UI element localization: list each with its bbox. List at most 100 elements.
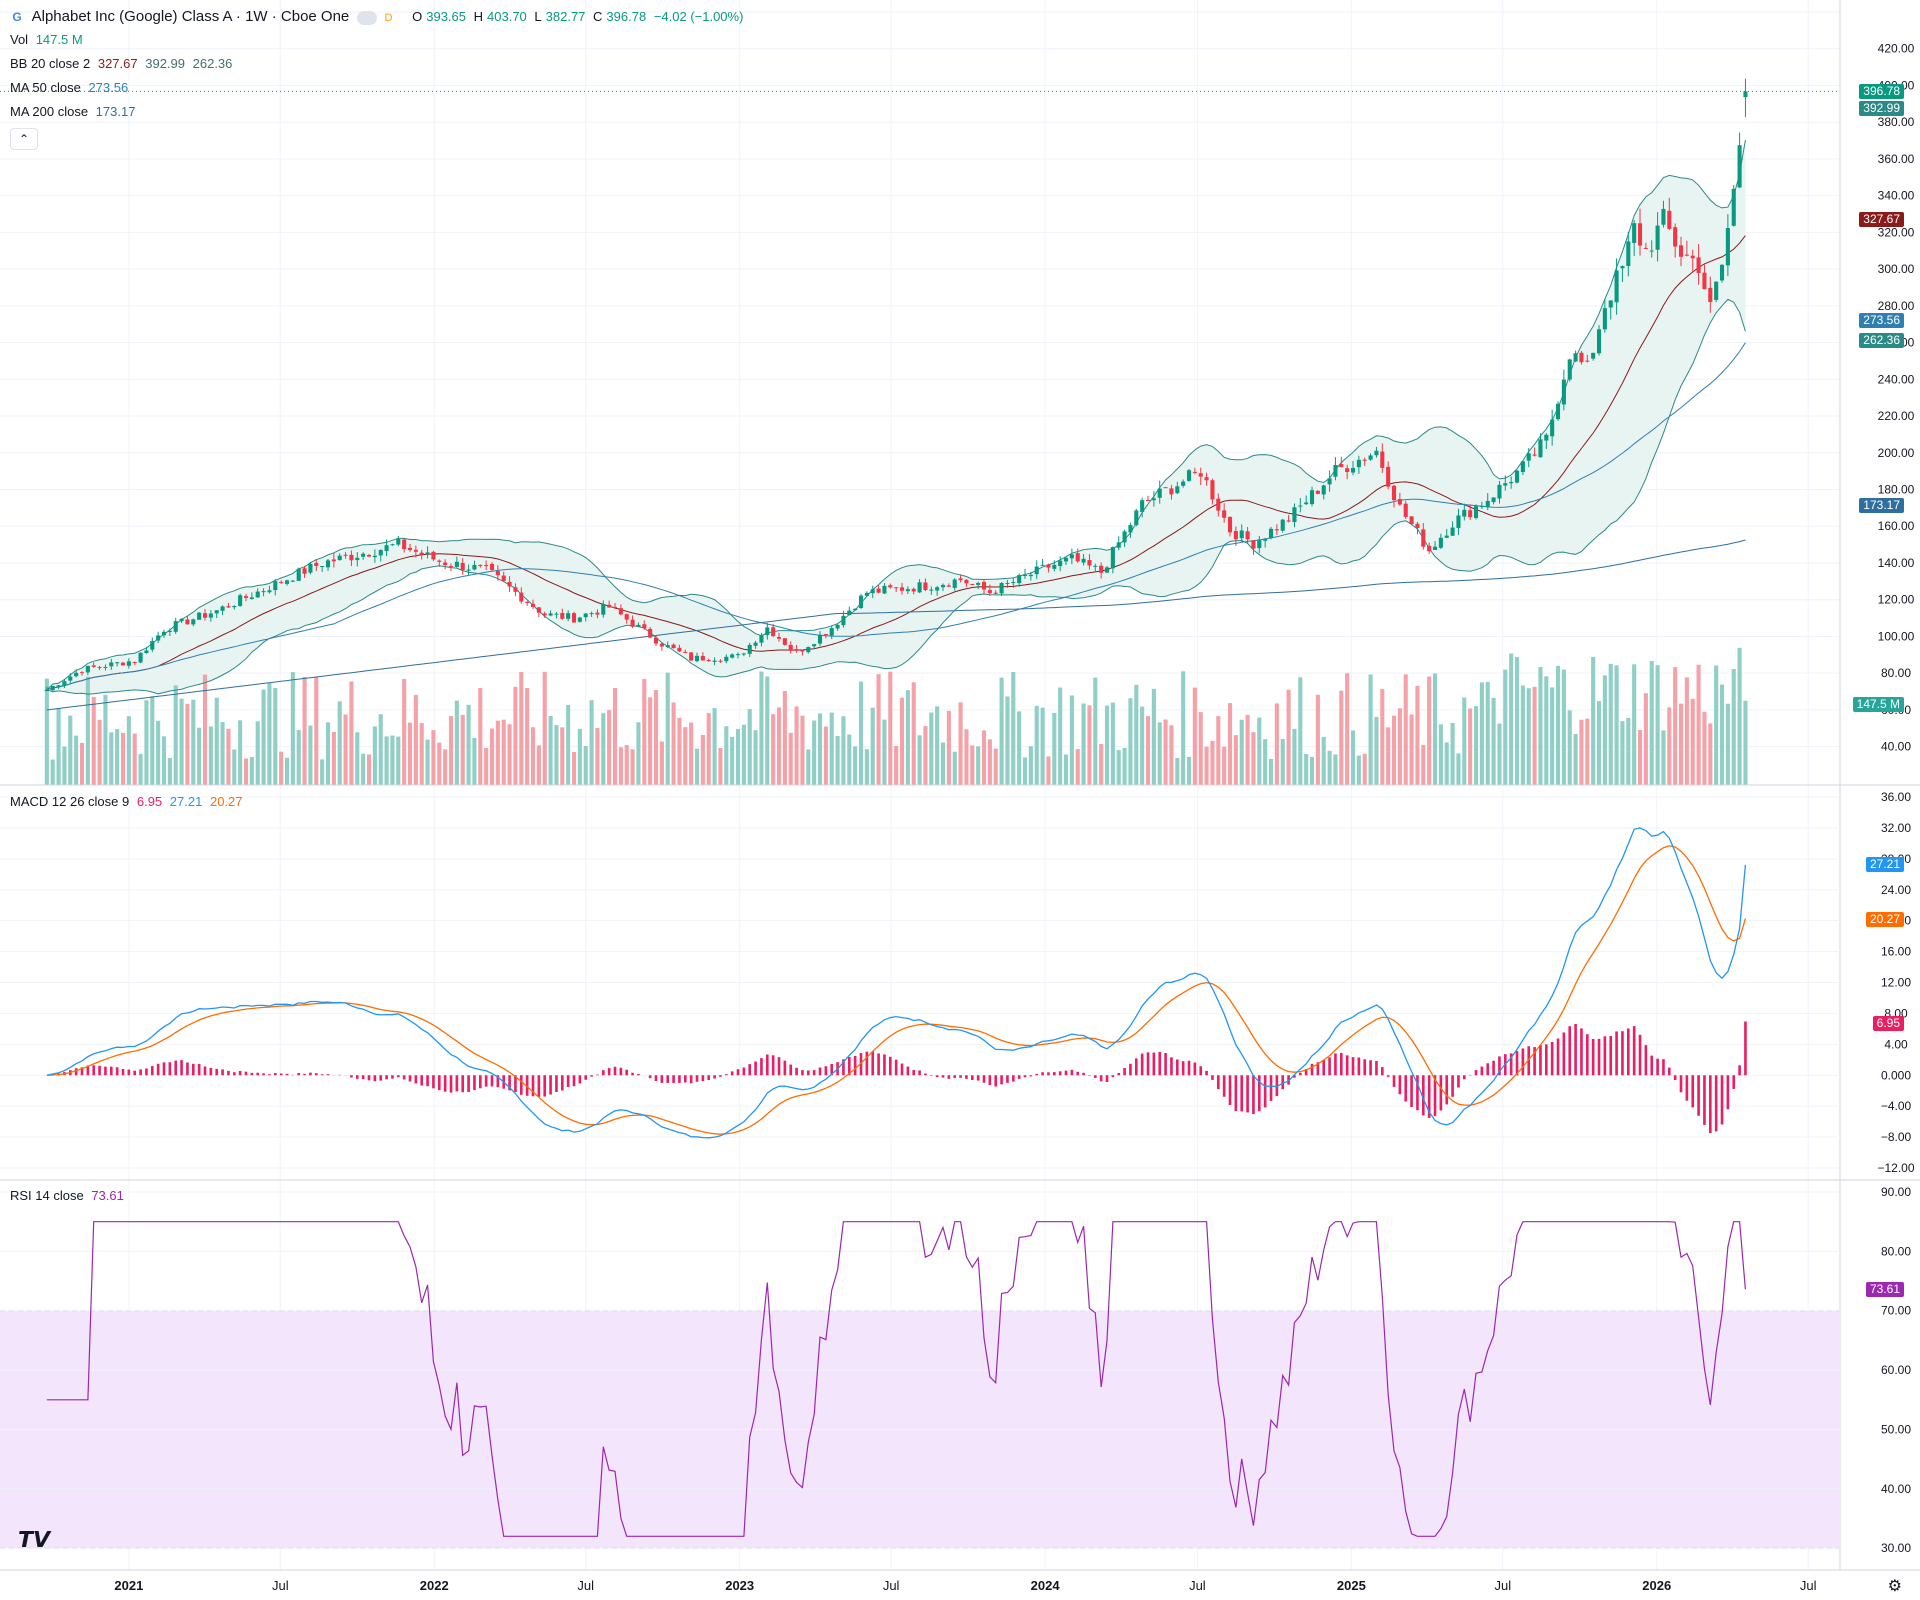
candle-body bbox=[876, 588, 881, 593]
volume-bar bbox=[185, 703, 190, 785]
macd-signal-value: 20.27 bbox=[209, 794, 243, 809]
symbol-title[interactable]: Alphabet Inc (Google) Class A · 1W · Cbo… bbox=[31, 8, 350, 25]
price-tick-label: 220.00 bbox=[1878, 409, 1915, 423]
volume-bar bbox=[1151, 688, 1156, 785]
volume-bar bbox=[68, 715, 73, 785]
candle-body bbox=[724, 656, 729, 662]
volume-bar bbox=[858, 681, 864, 785]
candle-body bbox=[1151, 498, 1156, 501]
candle-body bbox=[343, 554, 348, 556]
volume-bar bbox=[1116, 750, 1121, 785]
candle-body bbox=[1333, 464, 1338, 477]
candle-body bbox=[44, 689, 49, 692]
volume-bar bbox=[208, 726, 213, 785]
candle-body bbox=[1497, 484, 1502, 499]
volume-bar bbox=[993, 748, 998, 785]
rsi-value: 73.61 bbox=[91, 1188, 124, 1203]
candle-body bbox=[1714, 281, 1719, 300]
candle-body bbox=[999, 583, 1004, 594]
volume-bar bbox=[302, 677, 307, 785]
volume-bar bbox=[876, 674, 881, 785]
candle-body bbox=[1233, 530, 1238, 540]
eye-icon[interactable] bbox=[356, 10, 377, 25]
volume-bar bbox=[917, 735, 922, 785]
volume-bar bbox=[1122, 747, 1127, 785]
ma50-legend[interactable]: MA 50 close 273.56 bbox=[10, 80, 132, 96]
volume-bar bbox=[583, 746, 588, 785]
rsi-tick-label: 90.00 bbox=[1881, 1185, 1911, 1199]
candle-body bbox=[835, 624, 840, 629]
volume-bar bbox=[507, 724, 512, 785]
macd-line bbox=[46, 827, 1747, 1139]
candle-body bbox=[1245, 531, 1250, 540]
candle-body bbox=[1573, 353, 1578, 362]
candle-body bbox=[653, 637, 659, 644]
candle-body bbox=[964, 579, 969, 584]
volume-bar bbox=[1591, 656, 1596, 785]
candle-body bbox=[1181, 481, 1186, 486]
gear-icon[interactable]: ⚙ bbox=[1887, 1578, 1902, 1595]
candle-body bbox=[1251, 540, 1256, 549]
candle-body bbox=[1104, 567, 1110, 573]
volume-bar bbox=[407, 722, 413, 785]
candle-body bbox=[624, 614, 629, 620]
volume-bar bbox=[683, 727, 688, 785]
volume-bar bbox=[730, 736, 735, 785]
volume-bar bbox=[355, 732, 360, 785]
candle-body bbox=[331, 559, 336, 562]
candle-body bbox=[519, 592, 524, 602]
open-label: O bbox=[412, 9, 423, 24]
candle-body bbox=[1140, 500, 1145, 512]
volume-bar bbox=[343, 714, 348, 785]
collapse-legend-button[interactable]: ⌃ bbox=[10, 128, 38, 150]
volume-bar bbox=[361, 753, 366, 785]
price-tick-label: 40.00 bbox=[1881, 740, 1911, 754]
time-tick-label: 2024 bbox=[1031, 1578, 1061, 1593]
volume-bar bbox=[987, 739, 992, 785]
volume-bar bbox=[1555, 665, 1561, 785]
volume-bar bbox=[612, 687, 618, 785]
candle-body bbox=[267, 590, 272, 593]
time-tick-label: 2022 bbox=[420, 1578, 449, 1593]
volume-bar bbox=[202, 674, 208, 785]
vol-legend[interactable]: Vol 147.5 M bbox=[10, 32, 87, 48]
rsi-legend[interactable]: RSI 14 close 73.61 bbox=[10, 1188, 128, 1204]
candle-body bbox=[1052, 564, 1057, 569]
bb-legend[interactable]: BB 20 close 2 327.67 392.99 262.36 bbox=[10, 56, 236, 72]
volume-bar bbox=[495, 720, 500, 785]
volume-bar bbox=[513, 686, 518, 785]
tradingview-logo-icon[interactable]: 𝙏𝙑 bbox=[18, 1528, 51, 1553]
candle-body bbox=[302, 568, 307, 574]
volume-bar bbox=[325, 722, 331, 785]
volume-bar bbox=[700, 734, 705, 785]
high-value: 403.70 bbox=[487, 9, 527, 24]
volume-bar bbox=[1491, 697, 1496, 785]
high-label: H bbox=[473, 9, 484, 24]
ma50-value: 273.56 bbox=[88, 80, 129, 95]
volume-bar bbox=[894, 745, 899, 785]
candle-body bbox=[601, 604, 606, 615]
volume-bar bbox=[1725, 703, 1730, 785]
time-tick-label: 2023 bbox=[725, 1578, 754, 1593]
volume-bar bbox=[103, 694, 108, 785]
candle-body bbox=[1386, 466, 1391, 487]
ma200-legend[interactable]: MA 200 close 173.17 bbox=[10, 104, 139, 120]
volume-bar bbox=[1614, 665, 1619, 785]
volume-bar bbox=[1028, 746, 1033, 785]
volume-bar bbox=[946, 710, 951, 785]
ma200-label: MA 200 close bbox=[10, 104, 89, 119]
candle-body bbox=[1444, 535, 1449, 538]
candle-body bbox=[583, 613, 588, 618]
volume-bar bbox=[741, 724, 746, 785]
macd-legend[interactable]: MACD 12 26 close 9 6.95 27.21 20.27 bbox=[10, 794, 247, 810]
volume-bar bbox=[273, 687, 278, 785]
candle-body bbox=[1099, 565, 1104, 573]
volume-bar bbox=[1058, 687, 1063, 785]
price-tick-label: 420.00 bbox=[1878, 42, 1915, 56]
candle-body bbox=[589, 613, 594, 615]
volume-bar bbox=[888, 671, 893, 785]
candle-body bbox=[372, 555, 377, 558]
candle-body bbox=[1743, 91, 1748, 98]
candle-body bbox=[1292, 507, 1297, 523]
